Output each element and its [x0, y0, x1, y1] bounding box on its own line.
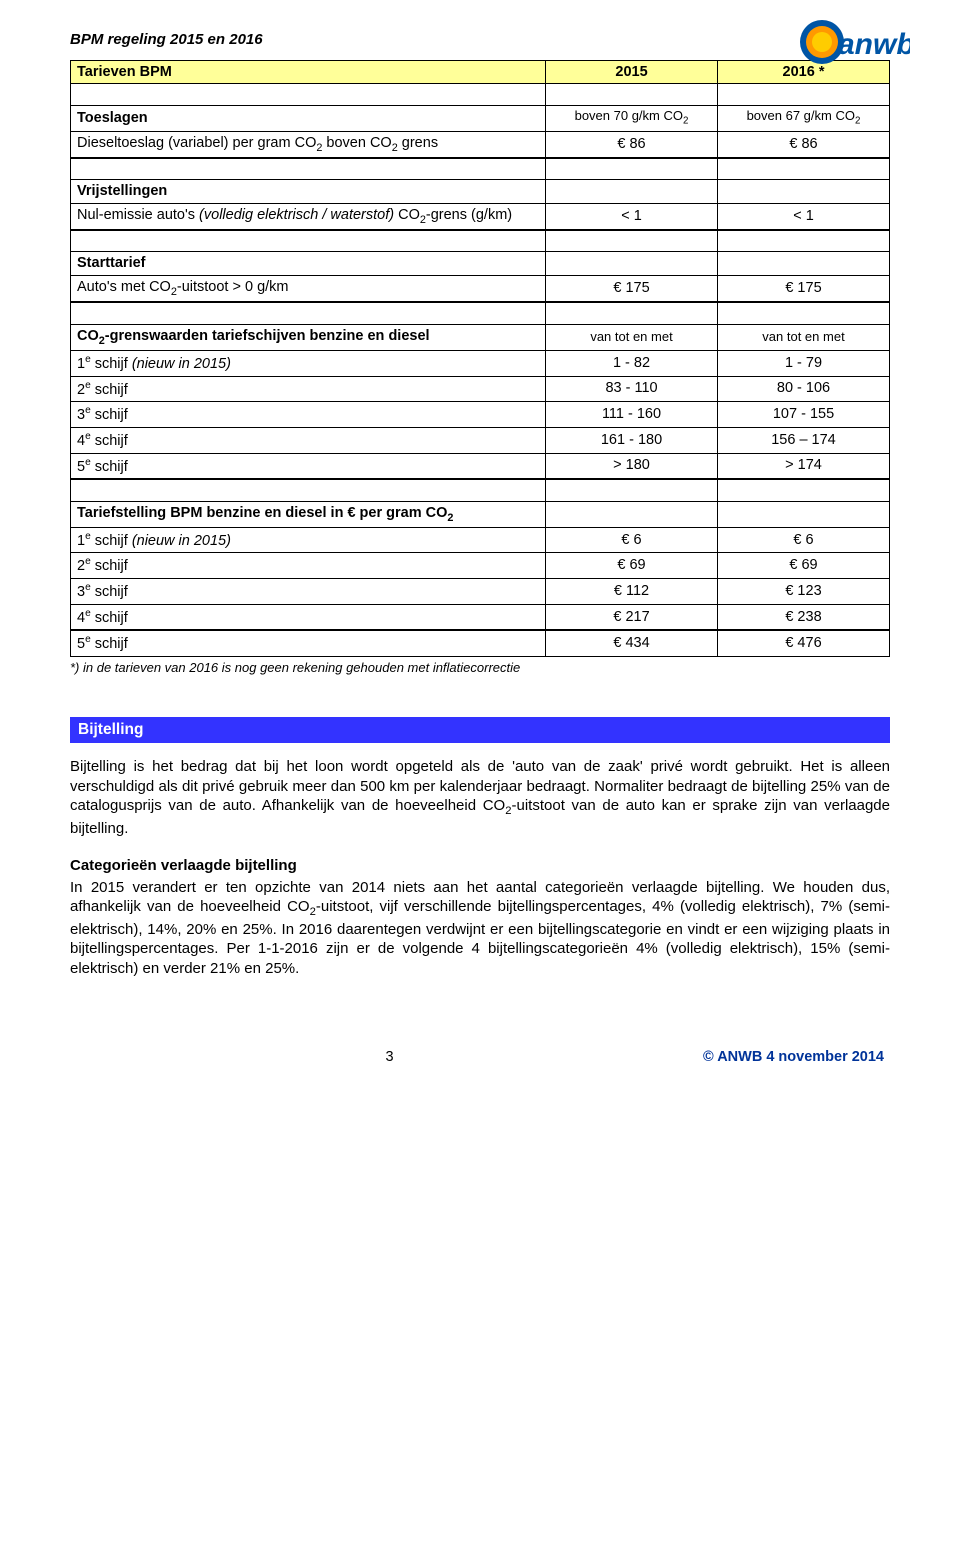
page-footer: 3 © ANWB 4 november 2014 — [70, 1048, 890, 1067]
cell-startt-2016: € 175 — [718, 276, 890, 303]
cell-s3-2015: 111 - 160 — [546, 402, 718, 428]
cell-s1-2015: 1 - 82 — [546, 350, 718, 376]
bijtelling-p1: Bijtelling is het bedrag dat bij het loo… — [70, 757, 890, 838]
cell-s4-2016: 156 – 174 — [718, 427, 890, 453]
cell-ts2-2015: € 69 — [546, 553, 718, 579]
cell-vrijstellingen: Vrijstellingen — [71, 180, 546, 204]
cell-grens-label: CO2-grenswaarden tariefschijven benzine … — [71, 324, 546, 350]
cell-s1-2016: 1 - 79 — [718, 350, 890, 376]
row-tschijf2: 2e schijf € 69 € 69 — [71, 553, 890, 579]
cell-ts5-label: 5e schijf — [71, 630, 546, 656]
cell-grens-2016: van tot en met — [718, 324, 890, 350]
row-schijf4: 4e schijf 161 - 180 156 – 174 — [71, 427, 890, 453]
cell-s2-2015: 83 - 110 — [546, 376, 718, 402]
row-schijf3: 3e schijf 111 - 160 107 - 155 — [71, 402, 890, 428]
cell-ts3-2015: € 112 — [546, 579, 718, 605]
row-grenswaarden: CO2-grenswaarden tariefschijven benzine … — [71, 324, 890, 350]
cell-s1-label: 1e schijf (nieuw in 2015) — [71, 350, 546, 376]
row-starttarief-val: Auto's met CO2-uitstoot > 0 g/km € 175 €… — [71, 276, 890, 303]
row-schijf5: 5e schijf > 180 > 174 — [71, 453, 890, 479]
cell-s5-label: 5e schijf — [71, 453, 546, 479]
row-nulemissie: Nul-emissie auto's (volledig elektrisch … — [71, 203, 890, 230]
cell-diesel-2015: € 86 — [546, 131, 718, 158]
row-schijf2: 2e schijf 83 - 110 80 - 106 — [71, 376, 890, 402]
cell-s5-2015: > 180 — [546, 453, 718, 479]
cell-ts4-2016: € 238 — [718, 604, 890, 630]
th-2015: 2015 — [546, 60, 718, 84]
cell-nul-2015: < 1 — [546, 203, 718, 230]
cell-dieseltoeslag-label: Dieseltoeslag (variabel) per gram CO2 bo… — [71, 131, 546, 158]
doc-title: BPM regeling 2015 en 2016 — [70, 30, 890, 50]
bijtelling-p2-title: Categorieën verlaagde bijtelling — [70, 856, 890, 876]
cell-ts2-label: 2e schijf — [71, 553, 546, 579]
row-tschijf4: 4e schijf € 217 € 238 — [71, 604, 890, 630]
cell-ts3-label: 3e schijf — [71, 579, 546, 605]
tarieven-table: Tarieven BPM 2015 2016 * Toeslagen boven… — [70, 60, 890, 658]
row-toeslagen: Toeslagen boven 70 g/km CO2 boven 67 g/k… — [71, 106, 890, 131]
footer-right: © ANWB 4 november 2014 — [703, 1048, 884, 1067]
cell-toeslagen-label: Toeslagen — [71, 106, 546, 131]
bijtelling-heading: Bijtelling — [70, 717, 890, 743]
footer-page: 3 — [385, 1048, 393, 1067]
cell-startt-label: Auto's met CO2-uitstoot > 0 g/km — [71, 276, 546, 303]
cell-diesel-2016: € 86 — [718, 131, 890, 158]
cell-s2-label: 2e schijf — [71, 376, 546, 402]
table-header-row: Tarieven BPM 2015 2016 * — [71, 60, 890, 84]
cell-ts1-2015: € 6 — [546, 527, 718, 553]
cell-ts1-label: 1e schijf (nieuw in 2015) — [71, 527, 546, 553]
cell-s5-2016: > 174 — [718, 453, 890, 479]
table-footnote: *) in de tarieven van 2016 is nog geen r… — [70, 660, 890, 677]
cell-s2-2016: 80 - 106 — [718, 376, 890, 402]
th-tarieven: Tarieven BPM — [71, 60, 546, 84]
cell-ts5-2015: € 434 — [546, 630, 718, 656]
cell-nul-2016: < 1 — [718, 203, 890, 230]
row-tschijf1: 1e schijf (nieuw in 2015) € 6 € 6 — [71, 527, 890, 553]
cell-ts1-2016: € 6 — [718, 527, 890, 553]
anwb-logo: anwb — [800, 18, 910, 72]
bijtelling-p2: In 2015 verandert er ten opzichte van 20… — [70, 878, 890, 979]
row-tariefstelling: Tariefstelling BPM benzine en diesel in … — [71, 501, 890, 527]
cell-ts4-2015: € 217 — [546, 604, 718, 630]
cell-nulemissie-label: Nul-emissie auto's (volledig elektrisch … — [71, 203, 546, 230]
cell-tariefstelling: Tariefstelling BPM benzine en diesel in … — [71, 501, 546, 527]
cell-ts5-2016: € 476 — [718, 630, 890, 656]
cell-ts3-2016: € 123 — [718, 579, 890, 605]
row-vrijstellingen: Vrijstellingen — [71, 180, 890, 204]
row-starttarief: Starttarief — [71, 252, 890, 276]
cell-70gkm: boven 70 g/km CO2 — [546, 106, 718, 131]
row-tschijf5: 5e schijf € 434 € 476 — [71, 630, 890, 656]
cell-ts2-2016: € 69 — [718, 553, 890, 579]
svg-text:anwb: anwb — [838, 28, 910, 61]
cell-starttarief: Starttarief — [71, 252, 546, 276]
cell-67gkm: boven 67 g/km CO2 — [718, 106, 890, 131]
row-schijf1: 1e schijf (nieuw in 2015) 1 - 82 1 - 79 — [71, 350, 890, 376]
cell-grens-2015: van tot en met — [546, 324, 718, 350]
cell-s3-2016: 107 - 155 — [718, 402, 890, 428]
cell-s3-label: 3e schijf — [71, 402, 546, 428]
row-dieseltoeslag: Dieseltoeslag (variabel) per gram CO2 bo… — [71, 131, 890, 158]
cell-s4-2015: 161 - 180 — [546, 427, 718, 453]
cell-ts4-label: 4e schijf — [71, 604, 546, 630]
cell-startt-2015: € 175 — [546, 276, 718, 303]
cell-s4-label: 4e schijf — [71, 427, 546, 453]
row-tschijf3: 3e schijf € 112 € 123 — [71, 579, 890, 605]
